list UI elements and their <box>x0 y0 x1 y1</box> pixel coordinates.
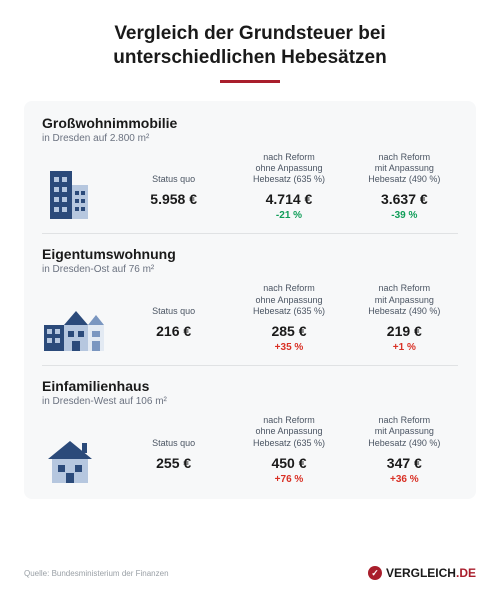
section-einfamilienhaus: Einfamilienhaus in Dresden-West auf 106 … <box>42 378 458 489</box>
col-status-quo: Status quo 255 € <box>120 425 227 485</box>
source-text: Quelle: Bundesministerium der Finanzen <box>24 569 169 578</box>
col-label: nach Reform ohne Anpassung Hebesatz (635… <box>235 283 342 317</box>
col-ohne-anpassung: nach Reform ohne Anpassung Hebesatz (635… <box>235 152 342 222</box>
col-delta: +76 % <box>235 474 342 485</box>
col-label: nach Reform mit Anpassung Hebesatz (490 … <box>351 152 458 186</box>
col-mit-anpassung: nach Reform mit Anpassung Hebesatz (490 … <box>351 415 458 485</box>
col-value: 450 € <box>235 455 342 471</box>
section-subtitle: in Dresden-West auf 106 m² <box>42 396 458 407</box>
col-value: 4.714 € <box>235 191 342 207</box>
col-delta: -39 % <box>351 210 458 221</box>
section-row: Status quo 216 € nach Reform ohne Anpass… <box>42 283 458 353</box>
col-delta: +36 % <box>351 474 458 485</box>
col-label: Status quo <box>120 293 227 317</box>
brand-logo: ✓ VERGLEICH.DE <box>368 566 476 580</box>
col-label: nach Reform ohne Anpassung Hebesatz (635… <box>235 415 342 449</box>
col-delta-empty <box>120 342 227 353</box>
col-mit-anpassung: nach Reform mit Anpassung Hebesatz (490 … <box>351 152 458 222</box>
section-eigentumswohnung: Eigentumswohnung in Dresden-Ost auf 76 m… <box>42 246 458 366</box>
col-ohne-anpassung: nach Reform ohne Anpassung Hebesatz (635… <box>235 283 342 353</box>
checkmark-icon: ✓ <box>368 566 382 580</box>
col-label: nach Reform mit Anpassung Hebesatz (490 … <box>351 283 458 317</box>
section-title: Großwohnimmobilie <box>42 115 458 131</box>
section-subtitle: in Dresden auf 2.800 m² <box>42 133 458 144</box>
brand-main: VERGLEICH <box>386 566 456 580</box>
infographic-page: Vergleich der Grundsteuer bei unterschie… <box>0 0 500 592</box>
col-value: 219 € <box>351 323 458 339</box>
col-mit-anpassung: nach Reform mit Anpassung Hebesatz (490 … <box>351 283 458 353</box>
col-label: Status quo <box>120 425 227 449</box>
section-row: Status quo 5.958 € nach Reform ohne Anpa… <box>42 152 458 222</box>
section-subtitle: in Dresden-Ost auf 76 m² <box>42 264 458 275</box>
col-value: 5.958 € <box>120 191 227 207</box>
apartment-icon <box>42 295 112 353</box>
col-value: 285 € <box>235 323 342 339</box>
section-row: Status quo 255 € nach Reform ohne Anpass… <box>42 415 458 485</box>
col-delta-empty <box>120 474 227 485</box>
brand-suffix: .DE <box>456 566 476 580</box>
col-label: nach Reform mit Anpassung Hebesatz (490 … <box>351 415 458 449</box>
col-value: 255 € <box>120 455 227 471</box>
col-delta: +1 % <box>351 342 458 353</box>
title-underline <box>220 80 280 83</box>
col-delta: -21 % <box>235 210 342 221</box>
section-title: Einfamilienhaus <box>42 378 458 394</box>
col-value: 347 € <box>351 455 458 471</box>
col-status-quo: Status quo 5.958 € <box>120 161 227 221</box>
comparison-card: Großwohnimmobilie in Dresden auf 2.800 m… <box>24 101 476 499</box>
col-delta: +35 % <box>235 342 342 353</box>
tower-icon <box>42 163 112 221</box>
section-grosswohnimmobilie: Großwohnimmobilie in Dresden auf 2.800 m… <box>42 115 458 235</box>
col-value: 3.637 € <box>351 191 458 207</box>
footer: Quelle: Bundesministerium der Finanzen ✓… <box>24 566 476 580</box>
col-value: 216 € <box>120 323 227 339</box>
col-status-quo: Status quo 216 € <box>120 293 227 353</box>
section-title: Eigentumswohnung <box>42 246 458 262</box>
col-delta-empty <box>120 210 227 221</box>
house-icon <box>42 427 112 485</box>
col-label: Status quo <box>120 161 227 185</box>
col-ohne-anpassung: nach Reform ohne Anpassung Hebesatz (635… <box>235 415 342 485</box>
title-line-1: Vergleich der Grundsteuer bei <box>114 23 385 44</box>
page-title: Vergleich der Grundsteuer bei unterschie… <box>24 22 476 70</box>
col-label: nach Reform ohne Anpassung Hebesatz (635… <box>235 152 342 186</box>
title-line-2: unterschiedlichen Hebesätzen <box>113 47 386 68</box>
